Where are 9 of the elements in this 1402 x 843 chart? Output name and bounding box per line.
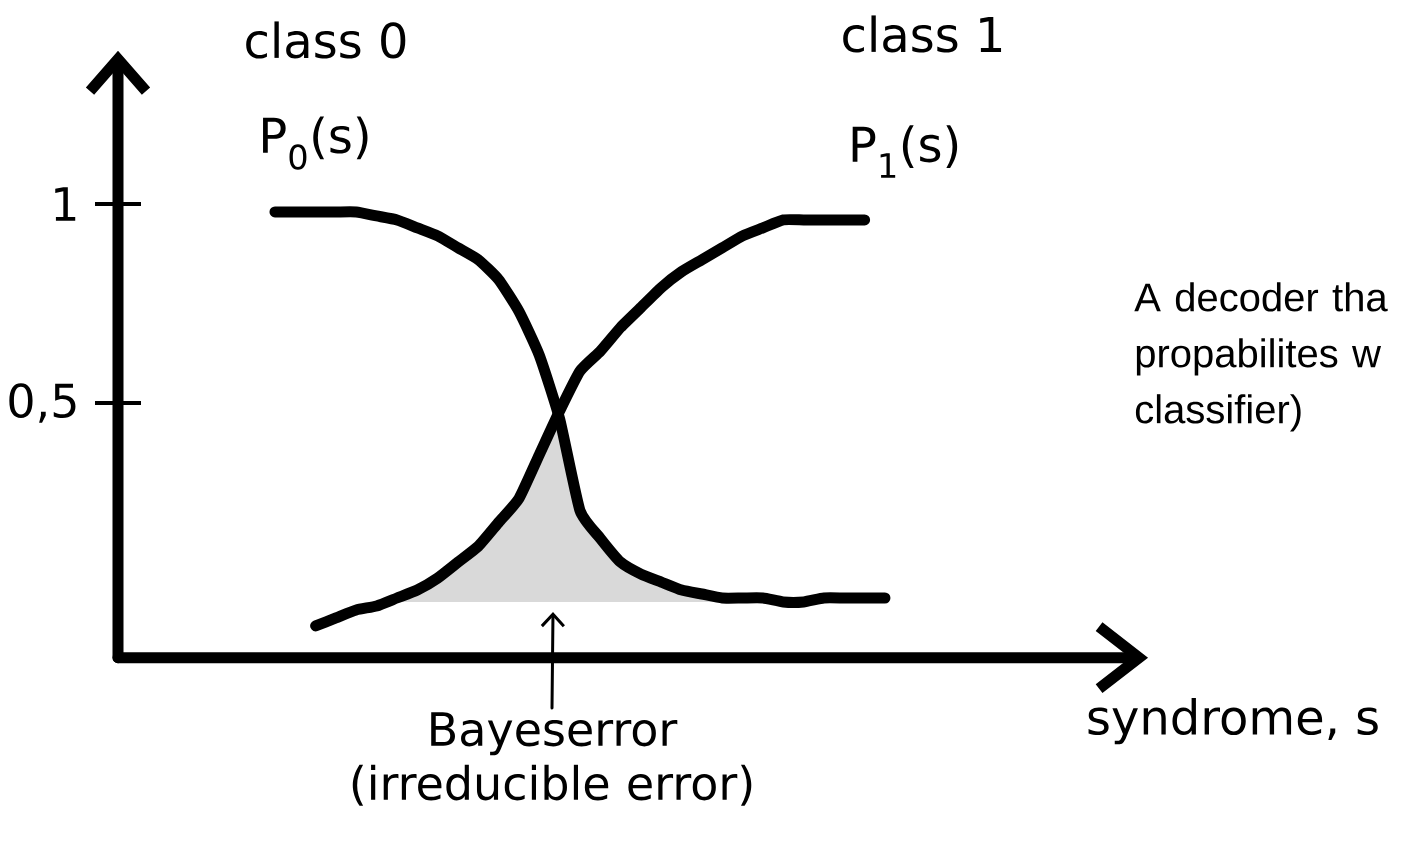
text: class 1 [843,15,1002,53]
series-label: P$_{0}$(s) [263,116,368,170]
x-axis-title: syndrome, s [1088,697,1378,745]
text: Bayeserror (irreducible error) [352,712,752,806]
y-tick-label: 1 [55,187,76,221]
y-tick-label: 0,5 [9,383,76,423]
series-label: P$_{1}$(s) [852,125,958,178]
text: class 0 [246,21,406,59]
text: A decoder tha propabilites w classifier) [1134,282,1388,432]
